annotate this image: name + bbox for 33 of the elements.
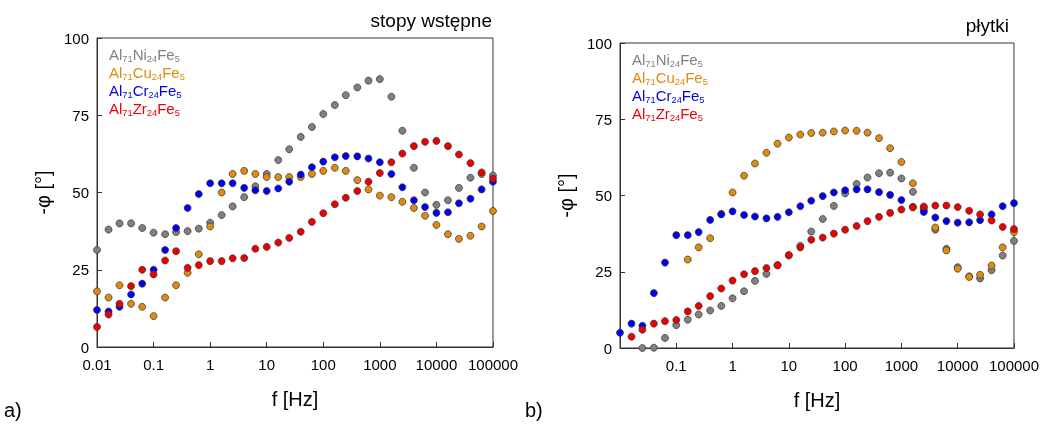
x-tick-label: 1: [205, 356, 215, 373]
y-tick-label: 50: [72, 184, 89, 201]
y-tick-label: 50: [595, 187, 612, 204]
y-tick-label: 25: [72, 261, 89, 279]
chart-title: płytki: [965, 15, 1010, 36]
text: b): [525, 399, 543, 421]
x-tick-label: 1000: [363, 356, 397, 373]
x-tick-label: 0.1: [665, 357, 687, 374]
x-tick-label: 10: [258, 356, 276, 373]
x-tick-label: 1: [728, 357, 737, 374]
x-tick-label: 100000: [467, 356, 518, 373]
text: a): [4, 399, 22, 421]
x-tick-label: 1000: [884, 357, 919, 374]
y-tick-label: 100: [63, 29, 89, 47]
chart-title: stopy wstępne: [370, 10, 493, 31]
x-axis-title: f [Hz]: [271, 388, 319, 410]
x-tick-label: 10000: [415, 356, 458, 373]
y-axis-title: -φ [°]: [555, 173, 578, 218]
x-axis-title: f [Hz]: [793, 389, 841, 411]
y-tick-label: 0: [80, 338, 89, 356]
x-tick-label: 0.01: [82, 356, 112, 373]
x-tick-label: 100: [310, 356, 336, 373]
y-tick-label: 75: [595, 110, 612, 128]
x-tick-label: 0.1: [143, 356, 164, 373]
y-tick-label: 0: [603, 339, 612, 357]
y-axis-title: -φ [°]: [32, 170, 55, 215]
x-tick-label: 100: [832, 357, 858, 374]
x-tick-label: 10: [780, 357, 798, 374]
y-tick-label: 75: [72, 106, 89, 124]
y-tick-label: 100: [586, 34, 612, 52]
x-tick-label: 10000: [936, 357, 979, 374]
x-tick-label: 100000: [988, 357, 1039, 374]
y-tick-label: 25: [595, 263, 612, 281]
